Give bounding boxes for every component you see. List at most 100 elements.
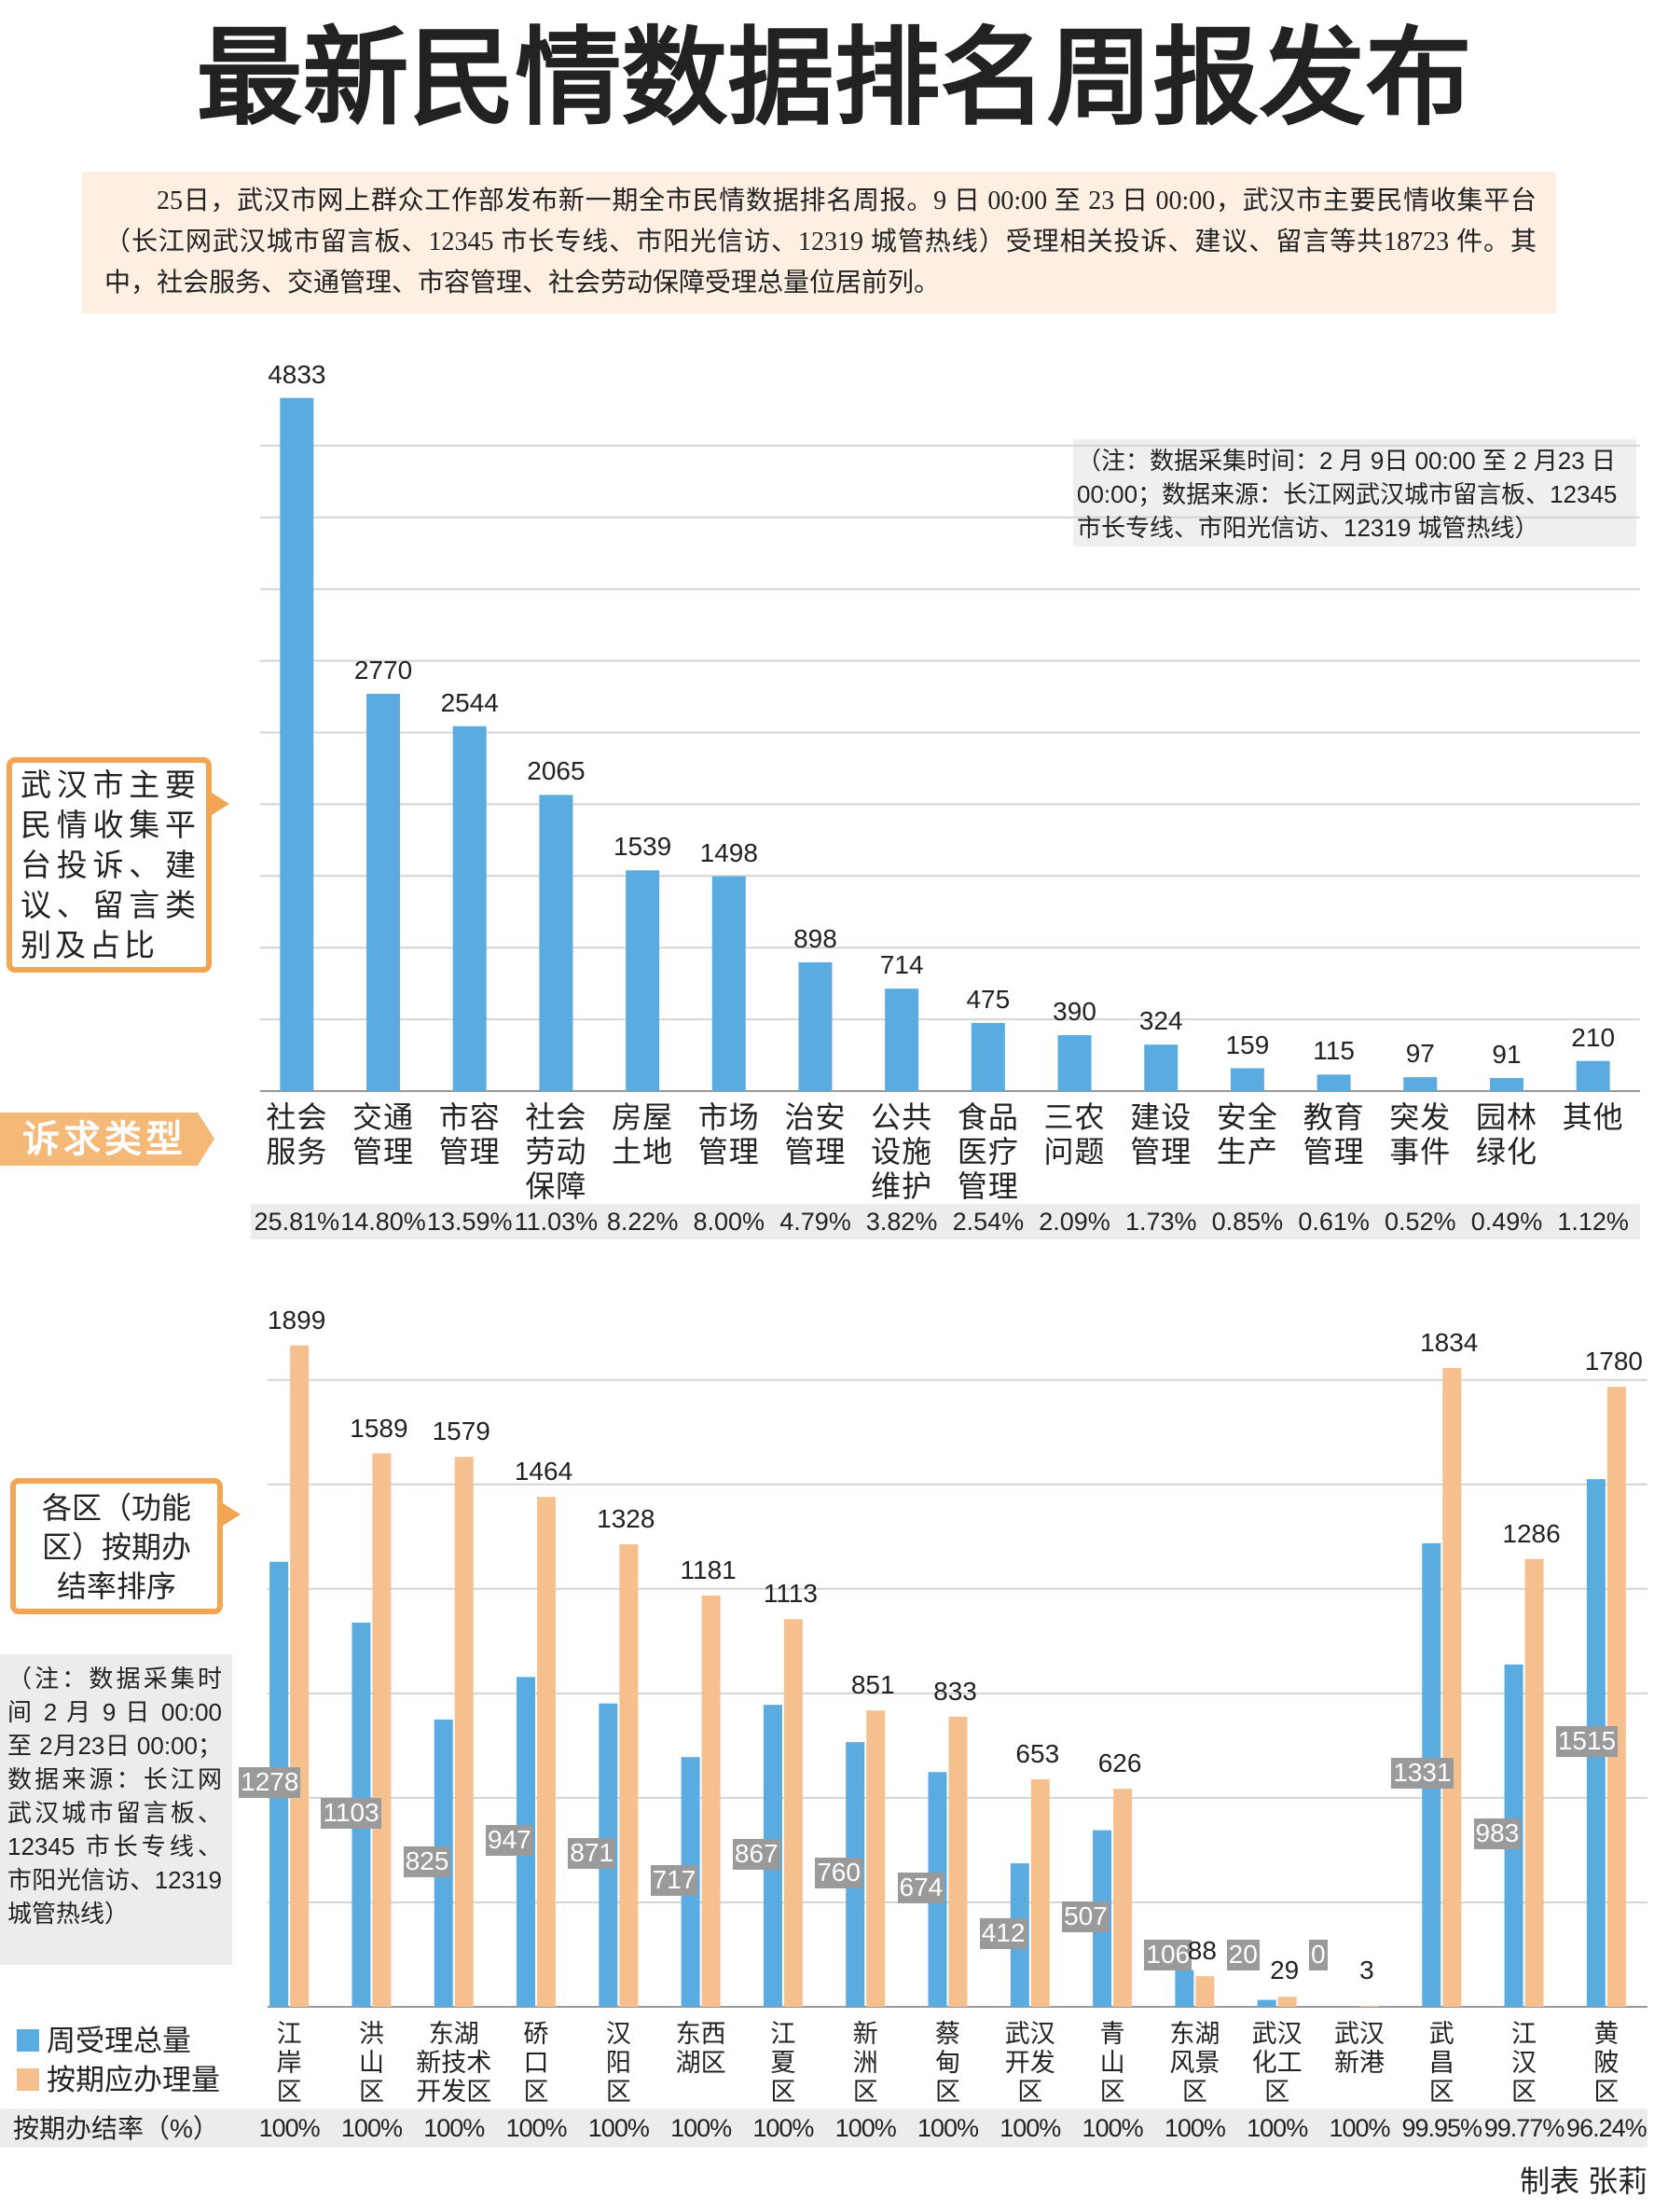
side-box [7,757,212,973]
value-label: 159 [1225,1030,1270,1059]
value-label: 871 [568,1838,616,1870]
share-label: 8.22% [606,1208,679,1236]
value-label: 1278 [239,1767,301,1799]
title: 最新民情数据排名周报发布 [196,20,1472,138]
bar [366,693,401,1091]
credit: 制表 张莉 [1520,2164,1647,2198]
category-label: 黄 陂 区 [1593,2020,1620,2106]
bar [798,961,833,1091]
note-bg [0,1654,232,1965]
category-label: 公共设施维护 [871,1100,933,1203]
category-label: 社会服务 [266,1100,328,1168]
intro-bg [82,172,1556,313]
value-label: 1331 [1391,1758,1454,1790]
bar [1489,1078,1523,1091]
bar [626,870,660,1091]
bar [539,795,573,1091]
value-label: 88 [1187,1936,1217,1966]
rate-value: 100% [1247,2114,1308,2142]
bar [1195,1976,1215,2007]
share-label: 0.85% [1211,1208,1284,1236]
value-label: 1834 [1420,1328,1479,1357]
category-label: 武汉 新港 [1333,2020,1385,2077]
share-label: 1.12% [1557,1208,1629,1236]
bar [866,1710,886,2007]
value-label: 1589 [350,1413,408,1443]
bar [619,1543,639,2007]
rate-strip [0,2108,1647,2148]
category-label: 汉 阳 区 [605,2020,631,2106]
note: （注：数据采集时间：2 月 9日 00:00 至 2 月23 日 00:00；数… [1077,447,1618,542]
bar [711,876,746,1091]
rate-value: 100% [834,2114,897,2142]
bar [452,726,487,1091]
value-label: 1899 [267,1305,326,1334]
value-label: 2544 [440,687,499,717]
value-label: 210 [1571,1022,1616,1052]
category-label: 市容管理 [438,1100,501,1168]
rate-value: 100% [670,2114,732,2142]
value-label: 1113 [763,1579,818,1609]
value-label: 475 [966,984,1011,1014]
value-label: 898 [793,923,837,953]
bar [537,1497,557,2007]
rate-value: 100% [340,2114,403,2142]
bar [1230,1068,1264,1091]
note-bg [1073,439,1636,546]
category-label: 新 洲 区 [852,2020,878,2106]
side-title: 各区（功能区）按期办结率排序 [41,1491,191,1603]
value-label: 507 [1062,1901,1110,1933]
category-label: 治安管理 [784,1100,847,1168]
rate-value: 100% [505,2114,567,2142]
legend-label: 周受理总量 [47,2025,191,2057]
bar [783,1619,803,2007]
share-label: 25.81% [254,1208,340,1236]
share-label: 0.52% [1385,1208,1456,1236]
bar [454,1457,474,2007]
category-label: 社会劳动保障 [525,1100,587,1203]
category-label: 硚 口 区 [523,2020,549,2106]
side-title: 武汉市主要民情收集平台投诉、建议、留言类别及占比 [21,767,200,962]
arrow [223,1503,241,1526]
value-label: 1286 [1502,1518,1561,1548]
value-label: 983 [1473,1818,1522,1850]
bar [280,397,314,1092]
category-label: 武汉 化工 区 [1251,2020,1303,2106]
rate-value: 100% [917,2114,979,2142]
bar [1277,1997,1297,2007]
value-label: 324 [1138,1006,1183,1036]
rate-value: 100% [1082,2114,1144,2142]
category-label: 安全生产 [1216,1100,1278,1168]
value-label: 91 [1492,1040,1522,1069]
legend-label: 按期应办理量 [47,2064,220,2096]
value-label: 1780 [1584,1347,1643,1376]
value-label: 674 [897,1873,945,1903]
share-label: 2.54% [952,1208,1025,1236]
category-label: 武 昌 区 [1428,2020,1454,2106]
arrow [212,793,229,815]
value-label: 0 [1308,1940,1328,1970]
rate-value: 99.95% [1401,2114,1482,2142]
category-label: 东湖 风景 区 [1169,2020,1220,2106]
category-label: 房屋土地 [612,1100,674,1168]
value-label: 867 [732,1839,780,1870]
share-label: 14.80% [340,1208,426,1236]
category-label: 食品医疗管理 [957,1100,1019,1203]
category-label: 蔡 甸 区 [935,2020,960,2106]
bar [1316,1074,1351,1091]
value-label: 2770 [353,655,413,684]
value-label: 4833 [268,359,326,389]
value-label: 626 [1097,1749,1142,1778]
category-label: 三农问题 [1043,1100,1106,1168]
bar [885,988,919,1091]
category-label: 东西 湖区 [675,2020,726,2077]
intro: 25日，武汉市网上群众工作部发布新一期全市民情数据排名周报。9 日 00:00 … [104,187,1537,297]
share-label: 8.00% [693,1208,765,1236]
share-label: 3.82% [865,1208,938,1236]
value-label: 412 [979,1918,1027,1949]
rate-value: 100% [423,2114,485,2142]
category-label: 东湖 新技术 开发区 [416,2020,492,2106]
bar [971,1022,1005,1091]
value-label: 1515 [1555,1726,1619,1757]
